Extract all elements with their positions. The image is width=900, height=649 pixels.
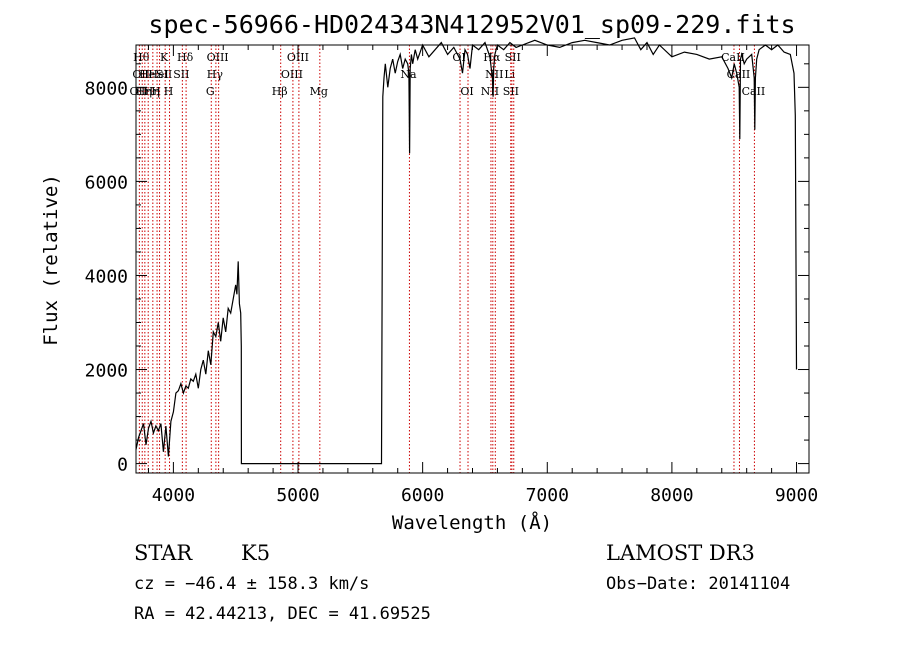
obs-date-text: Obs−Date: 20141104 [606, 574, 790, 594]
survey-name: LAMOST DR3 [606, 541, 755, 565]
spectral-marker-label: OIII [207, 51, 229, 64]
spectral-subclass: K5 [241, 541, 270, 565]
spectral-marker-label: H [151, 85, 161, 98]
spectral-marker-label: OII [132, 68, 150, 81]
plot-frame [135, 44, 810, 474]
spectral-marker-label: Hα [483, 51, 501, 64]
x-tick-label: 4000 [152, 485, 195, 506]
y-tick-label: 2000 [85, 361, 128, 382]
y-axis-label: Flux (relative) [40, 174, 62, 346]
spectrum-line [135, 37, 798, 465]
spectral-marker-label: OII [130, 85, 148, 98]
spectral-marker-label: SII [156, 68, 172, 81]
spectral-marker-label: NII [481, 85, 499, 98]
spectral-marker-label: CaII [742, 85, 766, 98]
spectral-marker-label: HeI [148, 68, 168, 81]
spectral-marker-label: He [139, 68, 155, 81]
spectral-marker-label: OIII [287, 51, 309, 64]
spectral-marker-label: Hδ [177, 51, 194, 64]
x-tick-label: 5000 [276, 485, 319, 506]
x-tick-label: 9000 [775, 485, 818, 506]
object-class: STAR [134, 541, 193, 565]
redshift-text: cz = −46.4 ± 158.3 km/s [134, 574, 369, 594]
x-tick-label: 6000 [401, 485, 444, 506]
spectral-marker-label: Hθ [133, 51, 150, 64]
x-tick-label: 7000 [526, 485, 569, 506]
spectral-marker-label: Hγ [207, 68, 224, 81]
spectral-marker-label: SII [173, 68, 189, 81]
coordinates-text: RA = 42.44213, DEC = 41.69525 [134, 604, 431, 624]
spectral-marker-label: OIII [281, 68, 303, 81]
spectral-marker-label: K [160, 51, 169, 64]
spectral-marker-label: G [206, 85, 215, 98]
spectral-marker-label: Li [504, 68, 515, 81]
y-tick-label: 4000 [85, 266, 128, 287]
spectral-marker-label: Hη [144, 85, 160, 98]
spectral-marker-label: Hβ [272, 85, 288, 98]
spectral-line-markers: OIIHθOIIHηHeHηHHeIKSIIHSIIHδGHγOIIIHβOII… [130, 45, 766, 473]
y-tick-label: 8000 [85, 78, 128, 99]
spectral-marker-label: CaII [721, 51, 745, 64]
spectral-marker-label: NII [485, 68, 503, 81]
spectral-marker-label: SII [503, 85, 519, 98]
y-axis-ticks: 0 2000 4000 6000 8000 [85, 63, 809, 476]
chart-title: spec-56966-HD024343N412952V01_sp09-229.f… [148, 10, 795, 39]
x-tick-label: 8000 [650, 485, 693, 506]
spectral-marker-label: OI [460, 85, 473, 98]
spectral-marker-label: H [164, 85, 174, 98]
x-axis-label: Wavelength (Å) [392, 511, 552, 534]
y-tick-label: 0 [117, 455, 128, 476]
y-tick-label: 6000 [85, 172, 128, 193]
x-axis-ticks: 4000 5000 6000 7000 8000 9000 [147, 45, 818, 506]
spectral-marker-label: Mg [310, 85, 328, 98]
spectral-marker-label: SII [505, 51, 521, 64]
